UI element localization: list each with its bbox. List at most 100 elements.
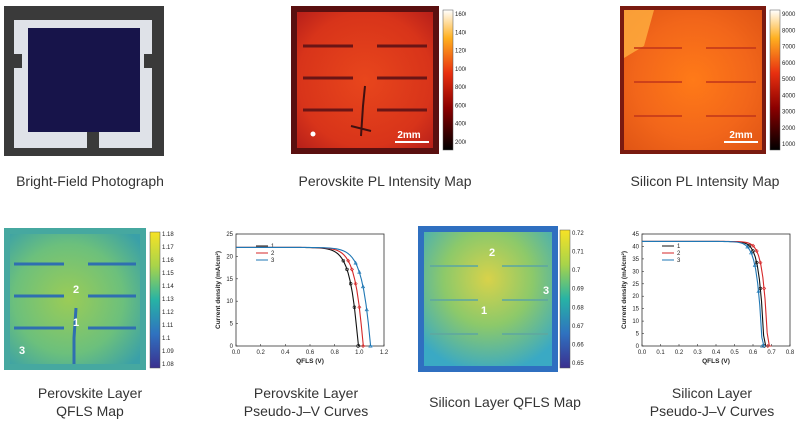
perovskite-pl-colorbar-ticks: 16000 14000 12000 10000 8000 6000 4000 2000: [455, 12, 472, 146]
perovskite-pl-colorbar-tick-7: 2000: [455, 140, 466, 146]
silicon-jv-xtick-2: 0.2: [675, 350, 684, 356]
silicon-jv-xtick-1: 0.1: [656, 350, 665, 356]
perovskite-qfls-caption-line2: QFLS Map: [56, 403, 124, 419]
perovskite-qfls-colorbar-tick-7: 1.11: [162, 323, 174, 329]
silicon-jv-xtick-4: 0.4: [712, 350, 721, 356]
silicon-jv-ytick-2: 10: [632, 319, 639, 325]
silicon-qfls-colorbar-tick-3: 0.69: [572, 287, 584, 293]
perovskite-jv-ytick-4: 20: [226, 254, 233, 260]
perovskite-pl-colorbar-tick-6: 4000: [455, 122, 466, 128]
perovskite-jv-marker: [356, 344, 360, 348]
silicon-qfls-map: 1 2 3 0.72 0.71 0.7 0.69 0.68 0.67 0.66 0.65: [418, 226, 586, 372]
silicon-jv-xtick-6: 0.6: [749, 350, 758, 356]
perovskite-pl-colorbar-tick-1: 14000: [455, 30, 466, 36]
silicon-jv-xtick-8: 0.8: [786, 350, 795, 356]
perovskite-qfls-colorbar-tick-6: 1.12: [162, 310, 174, 316]
silicon-jv-marker: [745, 244, 750, 249]
perovskite-jv-marker: [364, 307, 369, 312]
silicon-jv-marker: [756, 289, 761, 293]
perovskite-qfls-map: 1 2 3 1.18 1.17 1.16 1.15 1.14 1.13 1.12 1.11 1.…: [4, 228, 182, 370]
perovskite-qfls-colorbar-tick-4: 1.14: [162, 284, 174, 290]
silicon-qfls-caption: Silicon Layer QFLS Map: [429, 394, 581, 410]
perovskite-qfls-colorbar-tick-3: 1.15: [162, 271, 174, 277]
perovskite-jv-xtick-2: 0.4: [281, 350, 290, 356]
perovskite-jv-marker: [360, 284, 366, 289]
perovskite-jv-ytick-5: 25: [226, 232, 233, 238]
silicon-qfls-colorbar-tick-2: 0.7: [572, 268, 581, 274]
silicon-jv-xtick-3: 0.3: [693, 350, 702, 356]
silicon-qfls-colorbar-ticks: 0.72 0.71 0.7 0.69 0.68 0.67 0.66 0.65: [572, 231, 584, 367]
perovskite-pl-colorbar-tick-0: 16000: [455, 12, 466, 18]
perovskite-jv-marker: [349, 267, 354, 272]
silicon-pl-colorbar-tick-3: 6000: [782, 61, 796, 67]
silicon-jv-series-3: [642, 240, 766, 347]
perovskite-pl-colorbar-tick-3: 10000: [455, 67, 466, 73]
silicon-jv-marker: [749, 250, 754, 255]
perovskite-qfls-caption-line1: Perovskite Layer: [37, 385, 143, 401]
silicon-jv-xtick-0: 0.0: [638, 350, 647, 356]
silicon-jv-ytick-7: 35: [632, 257, 639, 263]
silicon-pl-colorbar-tick-1: 8000: [782, 28, 796, 34]
silicon-pl-caption: Silicon PL Intensity Map: [630, 173, 780, 189]
perovskite-jv-ytick-3: 15: [226, 277, 233, 283]
perovskite-jv-ytick-0: 0: [230, 344, 234, 350]
silicon-jv-marker: [752, 263, 757, 267]
perovskite-jv-xtick-0: 0.0: [232, 350, 241, 356]
silicon-jv-ytick-4: 20: [632, 294, 639, 300]
silicon-jv-marker: [765, 343, 770, 349]
perovskite-jv-caption-line2: Pseudo-J–V Curves: [243, 403, 369, 419]
perovskite-jv-marker: [353, 281, 358, 286]
bright-field-caption: Bright-Field Photograph: [16, 173, 164, 189]
silicon-pl-colorbar-tick-6: 3000: [782, 110, 796, 116]
silicon-jv-ytick-1: 5: [636, 332, 640, 338]
silicon-jv-chart: 0.0 0.1 0.2 0.3 0.4 0.5 0.6 0.7 0.8 0 5 10 15 20 25 30 3…: [620, 228, 796, 370]
silicon-qfls-colorbar-tick-4: 0.68: [572, 305, 584, 311]
silicon-jv-xlabel: QFLS (V): [702, 358, 730, 365]
perovskite-qfls-colorbar-tick-2: 1.16: [162, 258, 174, 264]
perovskite-jv-xtick-3: 0.6: [306, 350, 315, 356]
silicon-pl-colorbar-tick-4: 5000: [782, 77, 796, 83]
perovskite-jv-legend-label-2: 2: [271, 251, 275, 257]
silicon-jv-ytick-5: 25: [632, 282, 639, 288]
perovskite-jv-caption-line1: Perovskite Layer: [253, 385, 359, 401]
perovskite-qfls-colorbar-tick-5: 1.13: [162, 297, 174, 303]
silicon-jv-marker: [754, 248, 759, 253]
silicon-jv-legend-label-1: 1: [677, 244, 681, 250]
perovskite-jv-caption: Perovskite Layer Pseudo-J–V Curves: [218, 384, 394, 420]
silicon-qfls-colorbar-tick-6: 0.66: [572, 342, 584, 348]
silicon-pl-colorbar-tick-2: 7000: [782, 45, 796, 51]
silicon-jv-ylabel: Current density (mA/cm²): [621, 251, 628, 329]
perovskite-jv-marker: [357, 305, 362, 310]
silicon-pl-colorbar-tick-8: 1000: [782, 142, 796, 148]
silicon-qfls-colorbar-tick-0: 0.72: [572, 231, 584, 237]
perovskite-pl-colorbar-tick-4: 8000: [455, 85, 466, 91]
perovskite-jv-marker: [361, 343, 366, 349]
perovskite-qfls-colorbar-tick-0: 1.18: [162, 232, 174, 238]
silicon-jv-ytick-0: 0: [636, 344, 640, 350]
perovskite-jv-xtick-6: 1.2: [380, 350, 389, 356]
silicon-pl-colorbar-tick-5: 4000: [782, 93, 796, 99]
perovskite-qfls-point-2: 2: [73, 284, 79, 296]
perovskite-jv-xtick-4: 0.8: [330, 350, 339, 356]
silicon-jv-ytick-8: 40: [632, 244, 639, 250]
silicon-jv-ytick-9: 45: [632, 232, 639, 238]
silicon-jv-marker: [750, 243, 756, 248]
perovskite-qfls-colorbar-tick-10: 1.08: [162, 362, 174, 368]
perovskite-jv-chart: 0.0 0.2 0.4 0.6 0.8 1.0 1.2 0 5 10 15 20 25 QFLS (V) C…: [214, 228, 390, 370]
perovskite-jv-series-3: [235, 246, 373, 347]
silicon-jv-marker: [755, 260, 759, 265]
perovskite-jv-marker: [349, 281, 353, 286]
perovskite-jv-marker: [353, 260, 358, 265]
perovskite-jv-legend-label-3: 3: [271, 258, 275, 264]
silicon-jv-marker: [760, 343, 765, 348]
silicon-jv-ytick-3: 15: [632, 307, 639, 313]
silicon-jv-marker: [758, 260, 763, 265]
perovskite-qfls-point-3: 3: [19, 345, 25, 357]
perovskite-jv-marker: [357, 269, 362, 274]
silicon-jv-caption-line2: Pseudo-J–V Curves: [649, 403, 775, 419]
silicon-pl-map: 2mm 9000 8000 7000 6000 5000 4000 3000 2000 1000: [620, 6, 798, 156]
perovskite-pl-map: 2mm 16000 14000 12000 10000 8000 6000 4000 2000: [291, 6, 472, 156]
silicon-pl-colorbar-tick-7: 2000: [782, 126, 796, 132]
silicon-jv-xtick-5: 0.5: [730, 350, 739, 356]
perovskite-jv-xlabel: QFLS (V): [296, 358, 324, 365]
